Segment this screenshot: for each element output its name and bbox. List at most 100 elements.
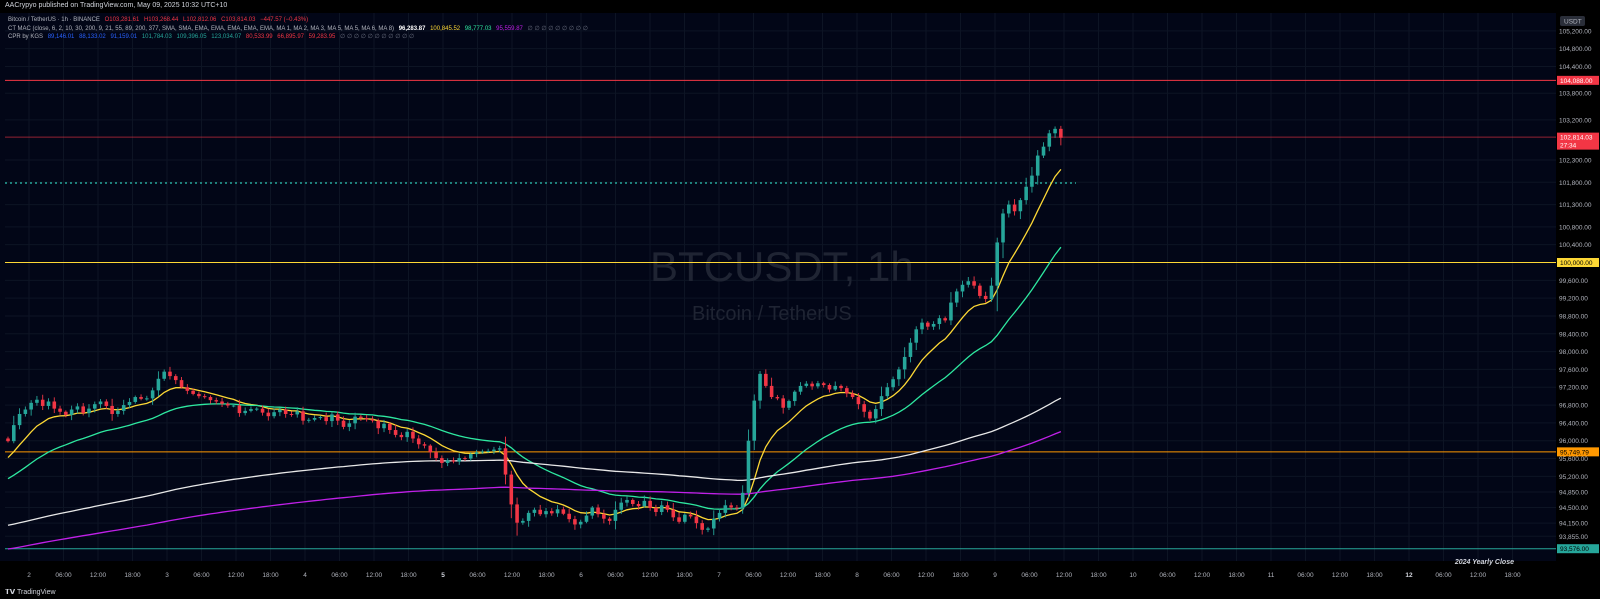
candle-body [850,393,855,398]
candle-body [1001,213,1005,243]
time-label: 06:00 [745,572,762,579]
candle-body [1024,186,1028,201]
legend-change: −447.57 (−0.43%) [260,17,309,23]
price-tag [1557,447,1599,457]
ma-line [7,397,1062,526]
price-label: 97,600.00 [1559,367,1588,374]
candle-body [688,514,693,517]
candle-body [260,408,265,413]
price-tag-text: 100,000.00 [1560,260,1593,267]
candle-body [11,425,16,442]
time-label: 12:00 [228,572,245,579]
candle-body [440,458,444,463]
candle-body [168,371,172,377]
currency-label: USDT [1564,19,1582,26]
price-label: 96,800.00 [1559,403,1588,410]
price-label: 95,600.00 [1559,456,1588,463]
time-axis[interactable]: 2 06:00 12:00 18:00 3 06:00 12:00 18:00 4 06:00 12… [27,572,1521,579]
candle-body [283,409,288,414]
price-label: 101,300.00 [1559,202,1592,209]
candle-body [208,397,213,401]
footer-bar: 𝗧𝗩 TradingView [0,585,1600,599]
time-label: 18:00 [1366,572,1383,579]
candle-body [202,396,207,398]
price-axis[interactable]: 105,200.00 104,800.00 104,400.00 103,800.00… [1559,28,1592,540]
time-label: 12:00 [1056,572,1073,579]
candle-body [237,405,242,414]
price-label: 97,200.00 [1559,385,1588,392]
legend-mac-value-2: 100,845.52 [430,26,461,32]
candle-body [23,409,28,414]
candle-body [966,281,971,285]
candle-body [35,399,39,403]
price-label: 105,200.00 [1559,28,1592,35]
time-label: 12:00 [1194,572,1211,579]
legend-low: L102,812.06 [183,17,217,23]
candle-body [960,284,965,292]
candle-body [87,408,91,414]
candle-body [434,452,438,459]
candle-body [845,388,849,394]
candle-body [92,404,97,409]
candle-body [509,474,514,505]
legend-mac-row[interactable]: CT MAC (close, 6, 2, 10, 30, 200, 9, 21,… [8,25,591,32]
price-label: 99,600.00 [1559,278,1588,285]
time-label: 18:00 [400,572,417,579]
candle-body [451,460,456,462]
candle-body [173,376,178,381]
time-label: 18:00 [676,572,693,579]
time-label: 18:00 [1228,572,1245,579]
candle-body [133,397,138,402]
candle-body [561,509,566,514]
price-label: 94,850.00 [1559,489,1588,496]
legend-mac-empty: ∅ ∅ ∅ ∅ ∅ ∅ ∅ ∅ ∅ [527,26,588,32]
time-label: 12:00 [90,572,107,579]
time-label: 06:00 [1435,572,1452,579]
candle-body [578,521,583,525]
legend-mac-value-1: 96,283.87 [398,26,426,32]
candle-body [781,398,785,408]
candle-body [226,403,230,406]
candle-body [220,401,224,404]
legend-cpr-value-2: 88,133.02 [79,34,106,40]
tradingview-brand[interactable]: 𝗧𝗩 TradingView [5,588,56,596]
candle-body [1030,175,1034,187]
candle-body [353,416,357,424]
candle-body [382,423,386,429]
candle-body [405,431,409,438]
legend-mac-label: CT MAC (close, 6, 2, 10, 30, 200, 9, 21,… [8,26,395,32]
publisher-bar: AACrypyo published on TradingView.com, M… [0,0,1600,13]
candle-body [549,511,554,514]
candle-body [81,406,85,414]
chart-background [0,13,1600,585]
candle-body [937,318,942,324]
candle-body [902,356,907,370]
legend-symbol-row[interactable]: Bitcoin / TetherUS · 1h · BINANCE O103,2… [8,17,311,23]
candle-body [804,383,809,386]
candle-body [497,448,502,450]
price-label: 94,150.00 [1559,521,1588,528]
candle-body [347,423,352,427]
currency-button[interactable] [1560,16,1585,26]
candle-body [764,373,768,386]
candle-body [243,410,247,414]
price-label: 103,800.00 [1559,91,1592,98]
time-label: 06:00 [331,572,348,579]
time-label: 12 [1405,572,1413,579]
time-label: 8 [855,572,859,579]
candle-body [46,401,51,406]
candle-body [740,492,745,509]
price-label: 95,200.00 [1559,474,1588,481]
legend-cpr-value-3: 91,159.01 [110,34,138,40]
time-label: 7 [717,572,721,579]
candle-body [885,387,890,397]
candle-body [1035,155,1040,176]
time-axis-background [0,561,1600,585]
time-label: 12:00 [1332,572,1349,579]
price-label: 102,300.00 [1559,158,1592,165]
price-label: 93,855.00 [1559,534,1588,541]
time-label: 12:00 [366,572,383,579]
candle-body [1059,128,1063,138]
legend-cpr-row[interactable]: CPR by KGS 89,146.01 88,133.02 91,159.01… [8,33,417,40]
